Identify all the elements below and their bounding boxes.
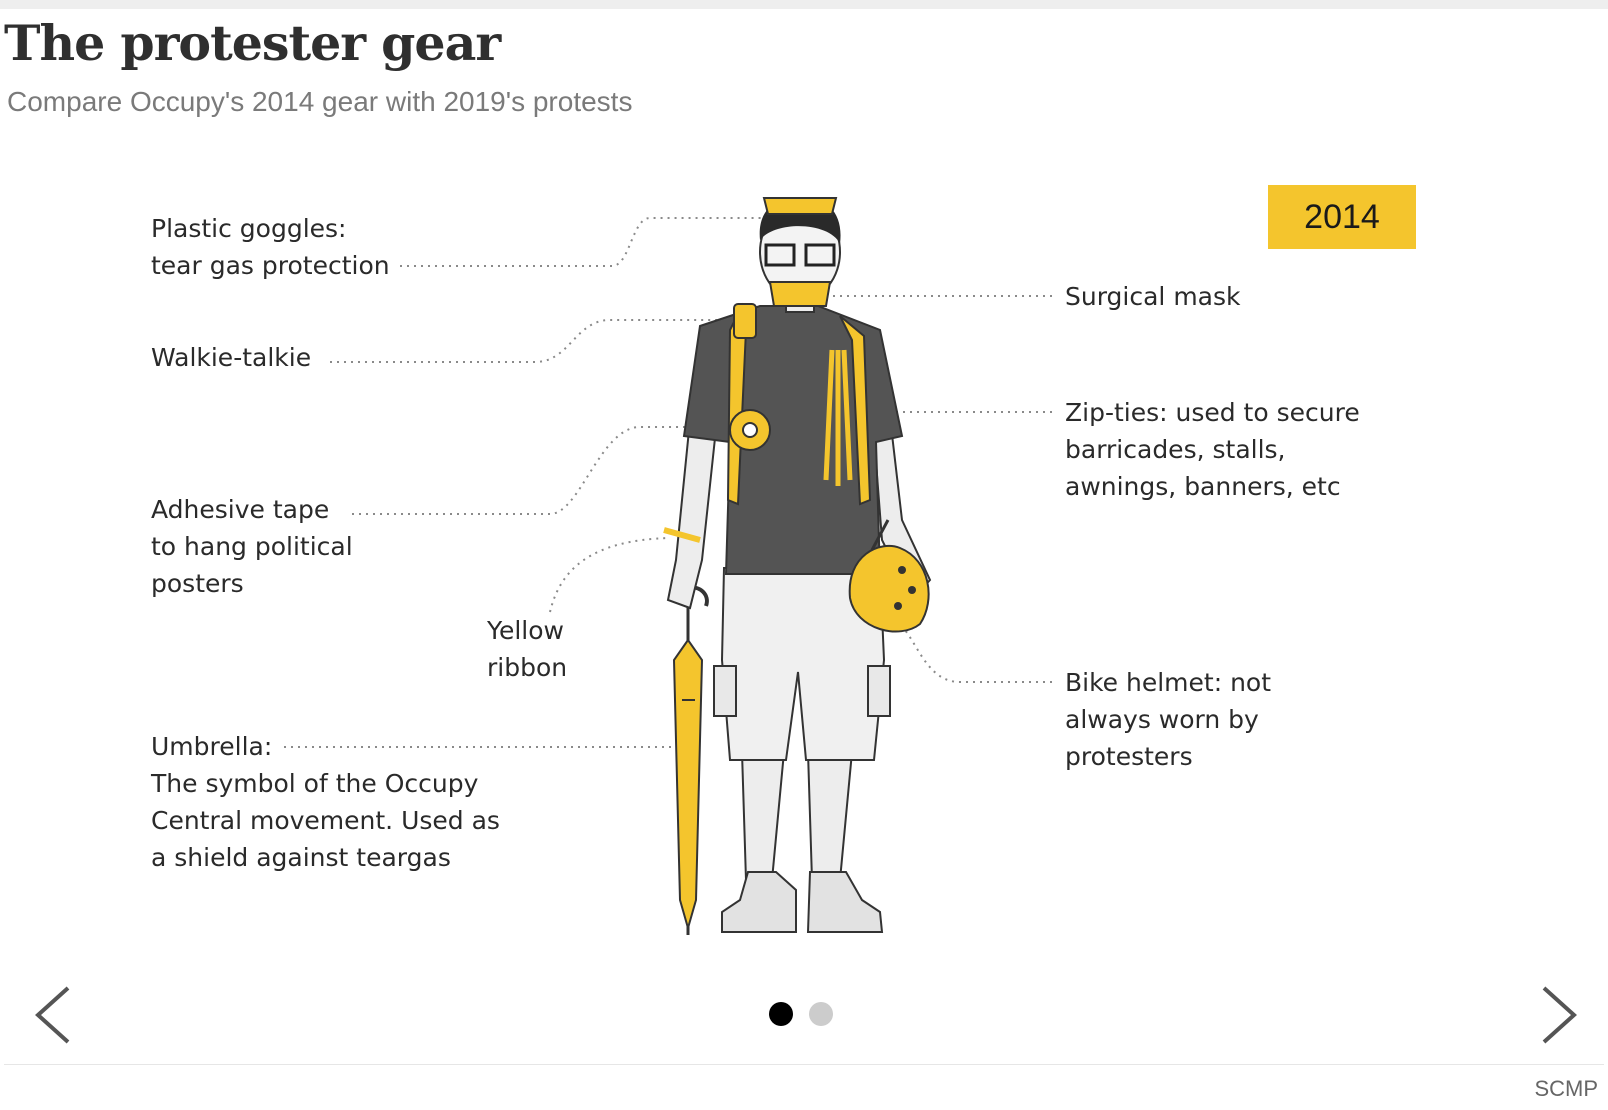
label-adhesive-tape: Adhesive tape to hang political posters xyxy=(151,495,353,598)
backpack-graphic xyxy=(726,302,872,506)
leader-lines xyxy=(284,217,1052,748)
leader-helmet xyxy=(904,629,1052,683)
label-zip-ties: Zip-ties: used to secure barricades, sta… xyxy=(1065,398,1360,501)
umbrella-graphic xyxy=(672,585,709,935)
leader-ribbon xyxy=(549,537,671,613)
footer-divider xyxy=(4,1064,1604,1065)
label-yellow-ribbon: Yellow ribbon xyxy=(487,616,568,682)
leader-tape xyxy=(352,426,748,515)
page-subtitle: Compare Occupy's 2014 gear with 2019's p… xyxy=(7,86,633,117)
leader-goggles xyxy=(400,217,770,267)
top-bar xyxy=(0,0,1608,9)
label-walkie-talkie: Walkie-talkie xyxy=(151,343,312,372)
year-badge: 2014 xyxy=(1268,185,1416,249)
leader-walkie xyxy=(330,319,745,363)
next-slide-button[interactable] xyxy=(1530,980,1590,1050)
helmet-graphic xyxy=(848,519,930,633)
shirt-graphic xyxy=(682,305,904,575)
label-bike-helmet: Bike helmet: not always worn by proteste… xyxy=(1065,668,1272,771)
head-graphic xyxy=(759,197,841,313)
carousel-dot-2[interactable] xyxy=(809,1002,833,1026)
chevron-right-icon xyxy=(1542,986,1577,1044)
chevron-left-icon xyxy=(35,986,70,1044)
page-title: The protester gear xyxy=(4,14,501,72)
label-umbrella: Umbrella: The symbol of the Occupy Centr… xyxy=(151,732,500,872)
carousel-dots xyxy=(769,1002,833,1026)
label-surgical-mask: Surgical mask xyxy=(1065,282,1241,311)
prev-slide-button[interactable] xyxy=(26,980,86,1050)
legs-graphic xyxy=(713,567,891,933)
source-credit: SCMP xyxy=(1534,1076,1598,1101)
label-goggles: Plastic goggles: tear gas protection xyxy=(151,214,390,280)
carousel-dot-1[interactable] xyxy=(769,1002,793,1026)
